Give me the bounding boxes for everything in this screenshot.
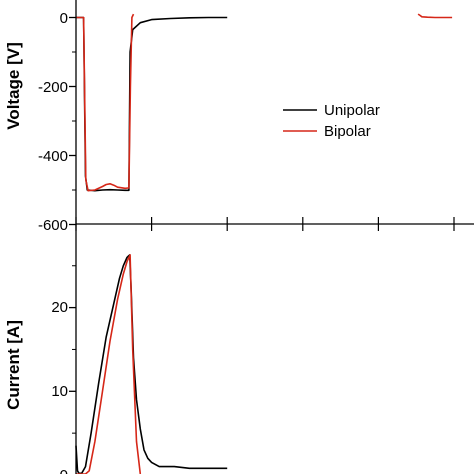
voltage-grid-ticks	[69, 16, 455, 226]
voltage-series-unipolar	[76, 16, 228, 192]
voltage-ytick-label: -400	[38, 148, 68, 165]
current-panel: 20 10 0 Current [A]	[4, 224, 455, 474]
current-ytick-label: 0	[60, 467, 68, 474]
voltage-series-bipolar	[76, 13, 135, 192]
voltage-ytick-label: -200	[38, 79, 68, 96]
legend-label-unipolar: Unipolar	[324, 102, 380, 119]
current-series-group	[75, 254, 228, 474]
voltage-series-group	[76, 13, 453, 192]
voltage-panel: 0 -200 -400 -600 Voltage [V] Unipolar Bi…	[4, 0, 455, 234]
current-ytick-label: 10	[51, 383, 68, 400]
current-series-bipolar	[76, 254, 142, 474]
voltage-ytick-label: 0	[60, 10, 68, 27]
current-series-unipolar	[75, 254, 228, 474]
legend-label-bipolar: Bipolar	[324, 123, 371, 140]
current-ytick-label: 20	[51, 299, 68, 316]
voltage-ytick-label: -600	[38, 217, 68, 234]
current-y-axis-label: Current [A]	[4, 320, 23, 410]
voltage-y-axis-label: Voltage [V]	[4, 42, 23, 130]
voltage-series-bipolar-segment	[417, 13, 453, 19]
legend: Unipolar Bipolar	[283, 102, 380, 140]
